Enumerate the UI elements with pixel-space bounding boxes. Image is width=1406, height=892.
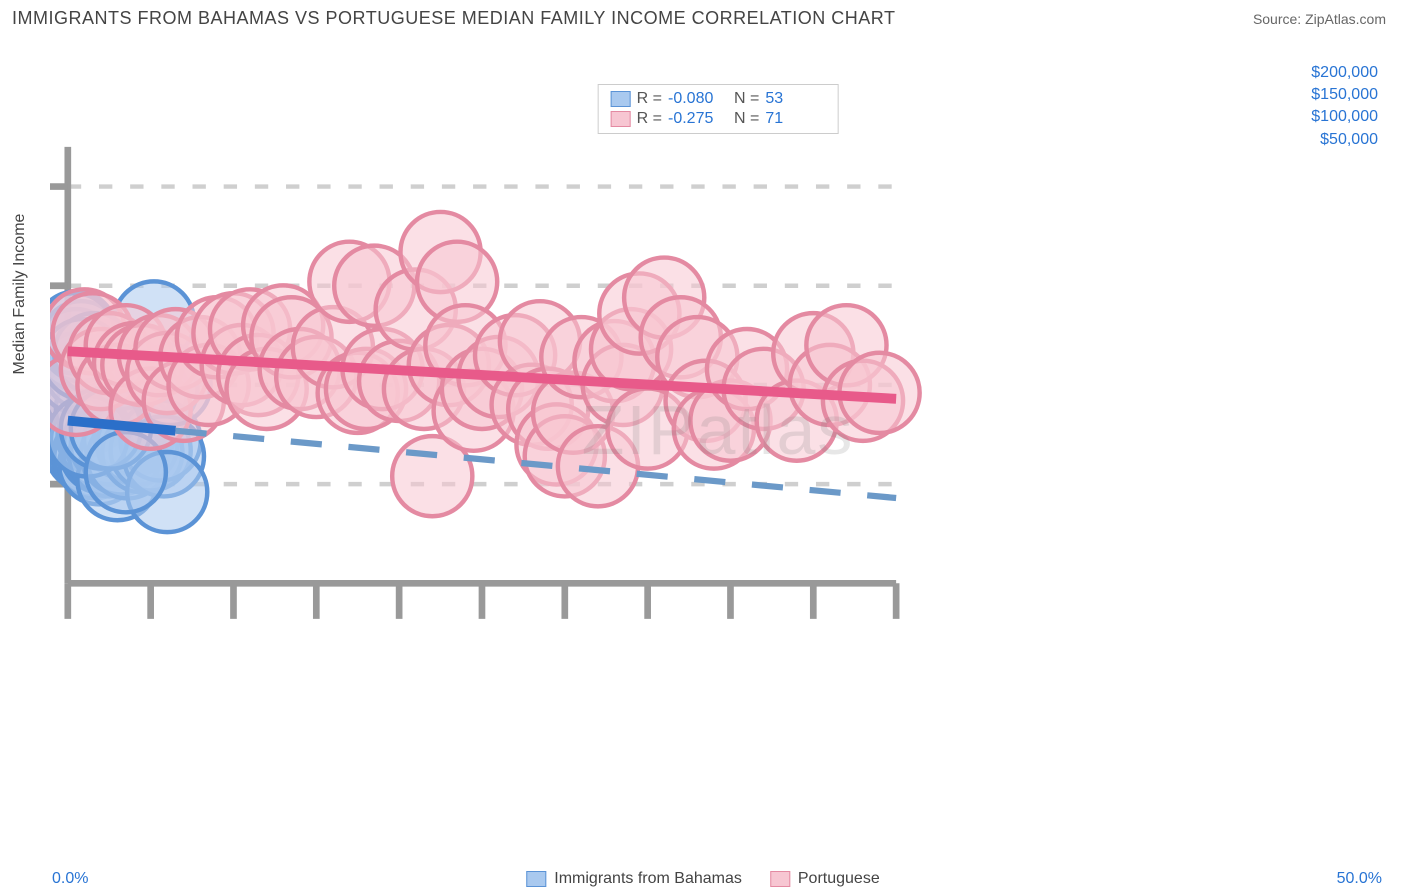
swatch-icon — [770, 871, 790, 887]
y-tick-label: $200,000 — [1311, 64, 1378, 82]
header: IMMIGRANTS FROM BAHAMAS VS PORTUGUESE ME… — [0, 0, 1406, 33]
chart-area: Median Family Income ZIPatlas R = -0.080… — [50, 40, 1386, 852]
swatch-icon — [526, 871, 546, 887]
correlation-stats-box: R = -0.080 N = 53 R = -0.275 N = 71 — [598, 84, 839, 134]
y-tick-label: $150,000 — [1311, 86, 1378, 104]
y-tick-label: $100,000 — [1311, 108, 1378, 126]
swatch-icon — [611, 91, 631, 107]
legend-item: Portuguese — [770, 870, 880, 888]
x-axis-min-label: 0.0% — [52, 870, 88, 888]
stats-row: R = -0.275 N = 71 — [611, 109, 826, 129]
n-value: 53 — [765, 90, 825, 108]
r-label: R = — [637, 110, 662, 128]
legend-label: Portuguese — [798, 870, 880, 888]
r-value: -0.275 — [668, 110, 728, 128]
stats-row: R = -0.080 N = 53 — [611, 89, 826, 109]
n-label: N = — [734, 110, 759, 128]
swatch-icon — [611, 111, 631, 127]
n-label: N = — [734, 90, 759, 108]
y-tick-label: $50,000 — [1320, 131, 1378, 149]
legend-label: Immigrants from Bahamas — [554, 870, 742, 888]
legend-item: Immigrants from Bahamas — [526, 870, 742, 888]
chart-title: IMMIGRANTS FROM BAHAMAS VS PORTUGUESE ME… — [12, 8, 895, 29]
scatter-plot — [50, 40, 1386, 708]
x-axis-max-label: 50.0% — [1337, 870, 1382, 888]
legend: Immigrants from Bahamas Portuguese — [526, 870, 879, 888]
y-axis-label: Median Family Income — [11, 214, 29, 375]
r-value: -0.080 — [668, 90, 728, 108]
n-value: 71 — [765, 110, 825, 128]
r-label: R = — [637, 90, 662, 108]
source-label: Source: ZipAtlas.com — [1253, 11, 1386, 27]
